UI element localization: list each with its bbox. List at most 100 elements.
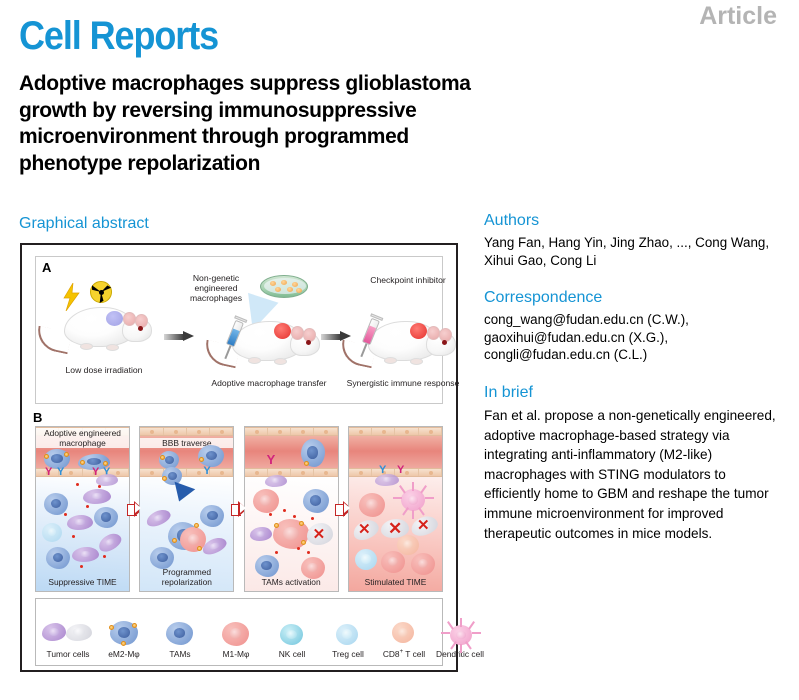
panel-a-step-1-caption: Low dose irradiation bbox=[44, 365, 164, 375]
tumor-spot-red bbox=[274, 323, 291, 339]
petri-dish bbox=[260, 275, 308, 298]
legend-label: Dendritic cell bbox=[436, 649, 484, 659]
panel-a-step-3-top-caption: Checkpoint inhibitor bbox=[364, 275, 452, 285]
tumor-cell bbox=[96, 474, 118, 486]
tumor-cell bbox=[374, 474, 399, 486]
correspondence-emails: cong_wang@fudan.edu.cn (C.W.), gaoxihui@… bbox=[484, 312, 689, 363]
em2-macrophage-traversing bbox=[162, 467, 183, 485]
caption-text: Adoptive engineered macrophage bbox=[44, 428, 121, 448]
receptor-y-icon: Y bbox=[45, 466, 53, 478]
mouse-transferred bbox=[202, 309, 328, 371]
legend-item: Dendritic cell bbox=[432, 615, 488, 659]
caption-text: Adoptive macrophage transfer bbox=[211, 378, 327, 388]
em2-macrophage-activated bbox=[272, 519, 309, 549]
mouse-ear bbox=[123, 312, 136, 326]
authors-list: Yang Fan, Hang Yin, Jing Zhao, ..., Cong… bbox=[484, 235, 770, 268]
panel-b-step-2: BBB traverse Y bbox=[139, 426, 235, 592]
receptor-y-icon: Y bbox=[92, 466, 100, 478]
tam-cell-icon bbox=[152, 615, 208, 649]
legend-item: CD8+ T cell bbox=[376, 613, 432, 659]
m1-macrophage-icon bbox=[208, 615, 264, 649]
legend-label: M1-Mφ bbox=[222, 649, 250, 659]
in-brief-text: Fan et al. propose a non-genetically eng… bbox=[484, 407, 776, 541]
em2-macrophage bbox=[198, 445, 225, 467]
em2-macrophage bbox=[78, 454, 110, 470]
endothelium-row bbox=[244, 468, 338, 477]
panel-a-step-3-caption: Synergistic immune response bbox=[344, 378, 462, 388]
lightning-bolt-icon bbox=[63, 283, 80, 311]
mouse-ear bbox=[427, 326, 440, 340]
panel-b-step-1: Adoptive engineered macrophage Y Y bbox=[35, 426, 130, 592]
em2-macrophage-traversing bbox=[159, 451, 180, 469]
caption-text: Stimulated TIME bbox=[364, 577, 427, 587]
endothelium-row bbox=[140, 427, 234, 436]
mouse-eye bbox=[306, 340, 311, 345]
legend-item: eM2-Mφ bbox=[96, 615, 152, 659]
dying-tumor-cell bbox=[380, 519, 409, 538]
tam-cell bbox=[200, 505, 225, 527]
mouse-foot bbox=[274, 358, 287, 365]
dendritic-cell-icon bbox=[432, 615, 488, 653]
tam-cell bbox=[150, 547, 175, 569]
in-brief-heading: In brief bbox=[484, 383, 533, 401]
article-type-label: Article bbox=[699, 2, 777, 30]
process-arrow-red bbox=[126, 426, 144, 592]
receptor-y-icon: Y bbox=[103, 466, 111, 478]
mouse-irradiated bbox=[34, 295, 160, 357]
panel-b-step-1-caption: Suppressive TIME bbox=[36, 577, 129, 587]
legend-label: NK cell bbox=[278, 649, 306, 659]
dying-tumor-cell bbox=[306, 523, 333, 545]
panel-b-label: B bbox=[33, 410, 43, 425]
tam-cell bbox=[302, 489, 329, 513]
panel-b: B Adoptive engineered macrophage bbox=[33, 410, 443, 592]
legend-item: NK cell bbox=[264, 615, 320, 659]
page-title: Adoptive macrophages suppress glioblasto… bbox=[19, 71, 471, 175]
cd8-t-cell bbox=[396, 535, 419, 555]
panel-b-step-1-top-caption: Adoptive engineered macrophage bbox=[36, 428, 129, 448]
process-arrow bbox=[321, 331, 351, 342]
correspondence-heading: Correspondence bbox=[484, 289, 603, 307]
m1-macrophage bbox=[300, 557, 325, 579]
panel-b-step-2-caption: Programmed repolarization bbox=[140, 567, 233, 587]
tumor-cell bbox=[83, 489, 111, 504]
caption-text: Non-genetic engineered macrophages bbox=[189, 273, 243, 304]
mouse-foot bbox=[248, 357, 261, 364]
tumor-cell bbox=[67, 515, 93, 530]
metadata-column: Authors Yang Fan, Hang Yin, Jing Zhao, .… bbox=[484, 212, 784, 563]
panel-b-step-4-caption: Stimulated TIME bbox=[349, 577, 442, 587]
caption-text: BBB traverse bbox=[162, 438, 212, 448]
legend-label: Tumor cells bbox=[46, 649, 90, 659]
tam-cell bbox=[44, 493, 68, 515]
tumor-cell bbox=[249, 527, 272, 541]
m1-macrophage bbox=[252, 489, 279, 513]
caption-text: TAMs activation bbox=[261, 577, 321, 587]
em2-macrophage bbox=[44, 449, 70, 469]
cell-death-x-icon: ✕ bbox=[416, 517, 430, 534]
panel-b-step-4: Y Y ✕ bbox=[347, 426, 443, 592]
caption-text: Low dose irradiation bbox=[65, 365, 143, 375]
panel-a-step-2-top-caption: Non-genetic engineered macrophages bbox=[176, 273, 256, 304]
tumor-cell bbox=[264, 475, 287, 487]
dendritic-cell bbox=[392, 482, 434, 519]
radiation-icon bbox=[90, 281, 112, 303]
graphical-abstract-heading: Graphical abstract bbox=[19, 215, 149, 232]
tumor-spot-red bbox=[410, 323, 427, 339]
tumor-cells-icon bbox=[40, 615, 96, 649]
receptor-y-icon: Y bbox=[203, 465, 211, 477]
tumor-cell bbox=[72, 547, 99, 562]
em2-macrophage-icon bbox=[96, 615, 152, 649]
graphical-abstract-figure: A Low dose irradia bbox=[20, 243, 484, 672]
tam-cell bbox=[94, 507, 118, 528]
receptor-y-icon: Y bbox=[396, 464, 405, 476]
legend-item: Tumor cells bbox=[40, 615, 96, 659]
nk-cell bbox=[354, 549, 377, 570]
endothelium-row bbox=[244, 427, 338, 436]
treg-cell bbox=[42, 523, 62, 542]
nk-cell-icon bbox=[264, 615, 320, 649]
tam-cell bbox=[254, 555, 279, 577]
process-arrow bbox=[164, 331, 194, 342]
caption-text: Suppressive TIME bbox=[48, 577, 117, 587]
receptor-y-icon: Y bbox=[266, 452, 276, 467]
panel-b-step-3-caption: TAMs activation bbox=[245, 577, 338, 587]
